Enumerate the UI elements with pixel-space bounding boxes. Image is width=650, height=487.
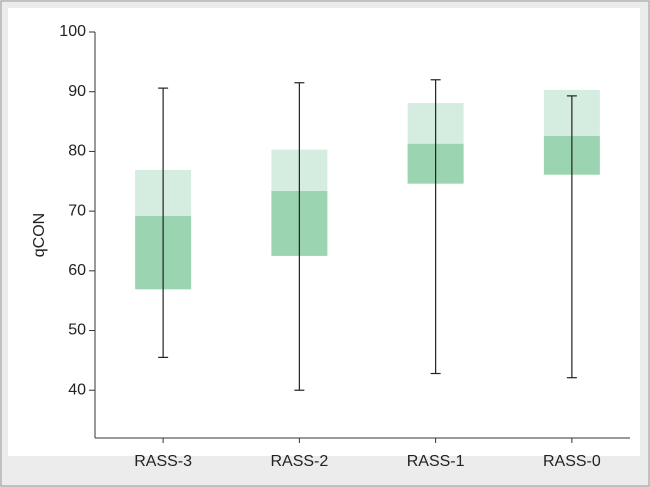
x-tick-label: RASS-2 [270,453,328,470]
y-axis-label: qCON [31,213,48,257]
x-tick-label: RASS-1 [407,453,465,470]
y-tick-label: 90 [68,83,86,100]
y-tick-label: 80 [68,143,86,160]
y-tick-label: 40 [68,381,86,398]
y-tick-label: 100 [59,23,86,40]
x-tick-label: RASS-3 [134,453,192,470]
y-tick-label: 70 [68,202,86,219]
y-tick-label: 60 [68,262,86,279]
y-tick-label: 50 [68,322,86,339]
x-tick-label: RASS-0 [543,453,601,470]
